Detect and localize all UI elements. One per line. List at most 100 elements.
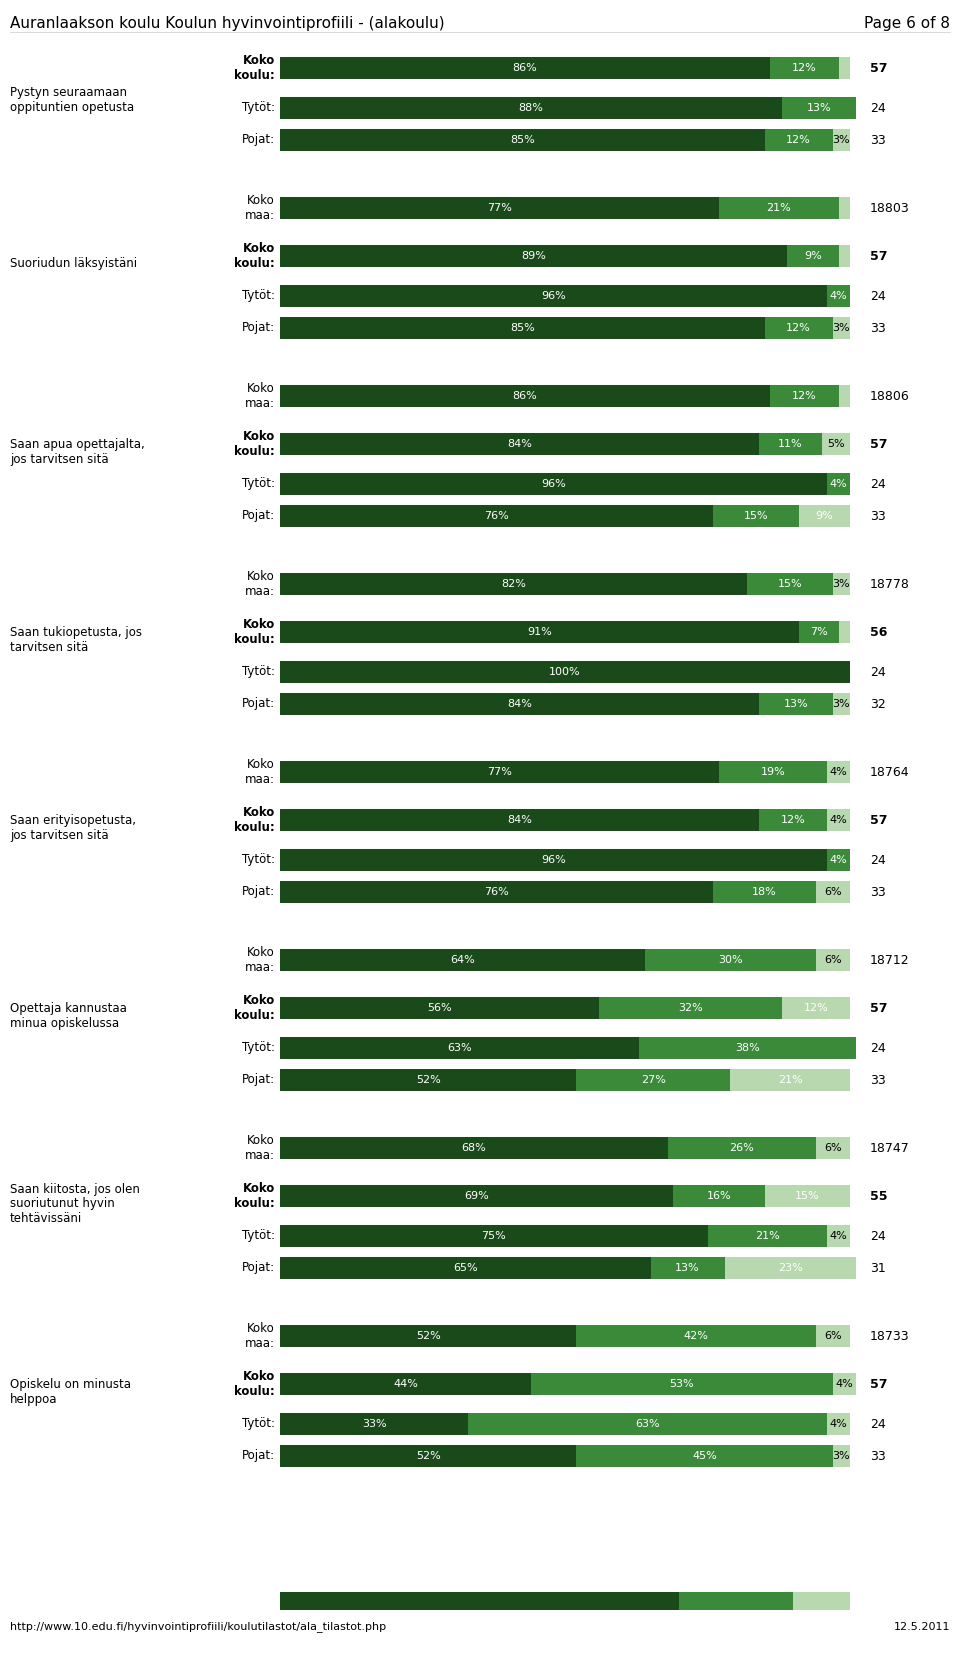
- Bar: [833, 318, 850, 339]
- Text: 3%: 3%: [832, 1451, 851, 1460]
- Bar: [599, 997, 781, 1019]
- Text: 76%: 76%: [484, 887, 509, 896]
- Bar: [280, 197, 719, 218]
- Bar: [280, 761, 719, 782]
- Bar: [839, 56, 850, 79]
- Text: 44%: 44%: [393, 1379, 418, 1389]
- Text: Pojat:: Pojat:: [242, 321, 275, 334]
- Text: 6%: 6%: [824, 1331, 842, 1341]
- Bar: [531, 1373, 833, 1394]
- Text: 12%: 12%: [786, 136, 811, 146]
- Text: 57: 57: [870, 1378, 887, 1391]
- Bar: [828, 1413, 850, 1436]
- Text: 96%: 96%: [541, 855, 566, 865]
- Text: 15%: 15%: [744, 511, 768, 521]
- Text: 77%: 77%: [487, 203, 512, 213]
- Bar: [673, 1184, 764, 1207]
- Text: Koko
maa:: Koko maa:: [245, 758, 275, 786]
- Bar: [713, 882, 816, 903]
- Text: 18764: 18764: [870, 766, 910, 779]
- Text: 16%: 16%: [707, 1191, 732, 1201]
- Bar: [651, 1257, 725, 1279]
- Text: 53%: 53%: [669, 1379, 694, 1389]
- Text: 12%: 12%: [786, 323, 811, 332]
- Text: Pojat:: Pojat:: [242, 1262, 275, 1275]
- Text: 91%: 91%: [527, 627, 552, 637]
- Text: 33: 33: [870, 321, 886, 334]
- Bar: [280, 504, 713, 528]
- Text: 21%: 21%: [778, 1075, 803, 1085]
- Bar: [781, 98, 855, 119]
- Text: 13%: 13%: [806, 103, 831, 112]
- Text: Saan tukiopetusta, jos
tarvitsen sitä: Saan tukiopetusta, jos tarvitsen sitä: [10, 625, 142, 653]
- Text: 4%: 4%: [829, 291, 848, 301]
- Text: Saan apua opettajalta,
jos tarvitsen sitä: Saan apua opettajalta, jos tarvitsen sit…: [10, 438, 145, 466]
- Text: 4%: 4%: [829, 767, 848, 777]
- Text: 57: 57: [870, 1002, 887, 1014]
- Bar: [822, 433, 850, 455]
- Text: 33: 33: [870, 1073, 886, 1087]
- Bar: [719, 761, 828, 782]
- Text: Koko
maa:: Koko maa:: [245, 946, 275, 974]
- Text: 89%: 89%: [521, 251, 546, 261]
- Text: 33: 33: [870, 1449, 886, 1462]
- Text: 57: 57: [870, 61, 887, 74]
- Bar: [280, 1068, 576, 1092]
- Bar: [280, 1593, 679, 1609]
- Text: 3%: 3%: [832, 136, 851, 146]
- Text: Pojat:: Pojat:: [242, 885, 275, 898]
- Bar: [576, 1068, 731, 1092]
- Bar: [816, 1136, 850, 1159]
- Bar: [280, 1373, 531, 1394]
- Text: 96%: 96%: [541, 291, 566, 301]
- Bar: [639, 1037, 855, 1059]
- Text: 33%: 33%: [362, 1419, 386, 1429]
- Bar: [828, 473, 850, 495]
- Text: 84%: 84%: [507, 815, 532, 825]
- Bar: [770, 56, 839, 79]
- Bar: [280, 98, 781, 119]
- Text: 7%: 7%: [810, 627, 828, 637]
- Text: Tytöt:: Tytöt:: [242, 1229, 275, 1242]
- Text: Koko
koulu:: Koko koulu:: [234, 241, 275, 270]
- Bar: [708, 1226, 828, 1247]
- Bar: [839, 245, 850, 266]
- Text: 18806: 18806: [870, 389, 910, 402]
- Bar: [280, 1257, 651, 1279]
- Bar: [645, 949, 816, 971]
- Bar: [833, 572, 850, 595]
- Text: Koko
maa:: Koko maa:: [245, 382, 275, 410]
- Text: Opettaja kannustaa
minua opiskelussa: Opettaja kannustaa minua opiskelussa: [10, 1002, 127, 1030]
- Bar: [748, 572, 833, 595]
- Text: 21%: 21%: [755, 1231, 780, 1240]
- Text: 24: 24: [870, 1042, 886, 1055]
- Text: 26%: 26%: [730, 1143, 754, 1153]
- Text: Koko
koulu:: Koko koulu:: [234, 619, 275, 647]
- Text: Suoriudun läksyistäni: Suoriudun läksyistäni: [10, 258, 137, 271]
- Bar: [764, 1184, 850, 1207]
- Text: 24: 24: [870, 289, 886, 303]
- Text: 24: 24: [870, 853, 886, 867]
- Text: 56%: 56%: [427, 1002, 452, 1012]
- Bar: [576, 1325, 816, 1346]
- Text: 38%: 38%: [735, 1044, 759, 1054]
- Bar: [280, 882, 713, 903]
- Text: 18778: 18778: [870, 577, 910, 590]
- Text: 4%: 4%: [829, 480, 848, 490]
- Bar: [758, 433, 822, 455]
- Bar: [280, 620, 799, 643]
- Text: 77%: 77%: [487, 767, 512, 777]
- Text: 21%: 21%: [766, 203, 791, 213]
- Text: Pojat:: Pojat:: [242, 134, 275, 147]
- Text: Saan erityisopetusta,
jos tarvitsen sitä: Saan erityisopetusta, jos tarvitsen sitä: [10, 814, 136, 842]
- Text: 82%: 82%: [501, 579, 526, 589]
- Bar: [280, 1037, 639, 1059]
- Text: 4%: 4%: [829, 1419, 848, 1429]
- Bar: [725, 1257, 855, 1279]
- Bar: [799, 620, 839, 643]
- Text: 3%: 3%: [832, 579, 851, 589]
- Text: 12%: 12%: [792, 63, 817, 73]
- Text: 11%: 11%: [778, 438, 803, 448]
- Text: Pojat:: Pojat:: [242, 1449, 275, 1462]
- Text: 52%: 52%: [416, 1451, 441, 1460]
